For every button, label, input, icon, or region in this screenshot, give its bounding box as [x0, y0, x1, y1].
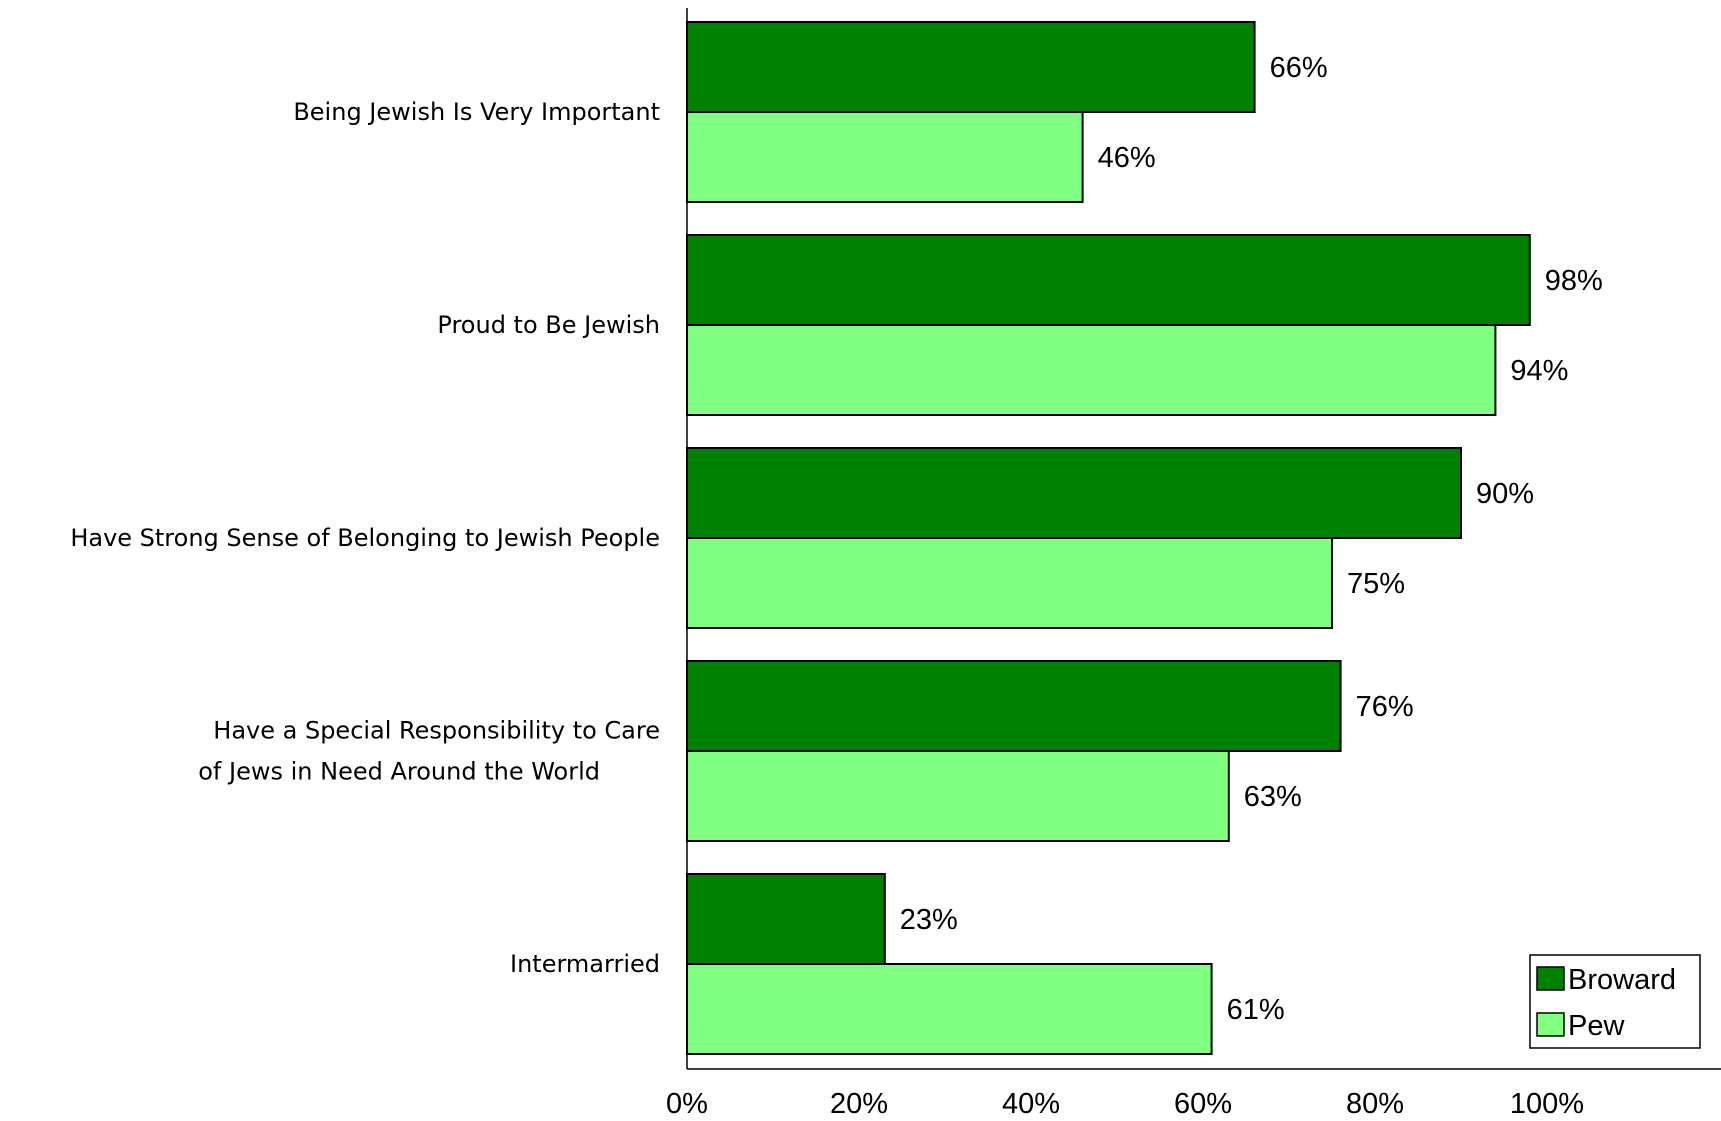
x-tick-label: 60%: [1174, 1088, 1232, 1120]
bar-broward: [686, 447, 1462, 539]
bar-broward: [686, 21, 1256, 113]
bar-pew: [686, 111, 1084, 203]
bar-broward: [686, 234, 1531, 326]
data-label: 94%: [1510, 355, 1568, 387]
data-label: 46%: [1098, 142, 1156, 174]
data-label: 63%: [1244, 781, 1302, 813]
legend-swatch-broward: [1536, 966, 1565, 991]
x-tick-label: 20%: [830, 1088, 888, 1120]
category-label: Intermarried: [510, 950, 660, 978]
bar-pew: [686, 324, 1497, 416]
data-label: 90%: [1476, 478, 1534, 510]
category-label: Being Jewish Is Very Important: [293, 98, 660, 126]
legend-label-pew: Pew: [1568, 1010, 1625, 1042]
bar-broward: [686, 873, 886, 965]
legend-label-broward: Broward: [1568, 964, 1676, 996]
bar-broward: [686, 660, 1342, 752]
legend: Broward Pew: [1529, 954, 1701, 1049]
x-axis-ticks: 0% 20% 40% 60% 80% 100%: [666, 1088, 1584, 1120]
data-label: 75%: [1347, 568, 1405, 600]
x-tick-label: 40%: [1002, 1088, 1060, 1120]
value-labels: 66% 46% 98% 94% 90% 75% 76% 63% 23% 61%: [900, 52, 1603, 1026]
data-label: 76%: [1356, 691, 1414, 723]
bars: [686, 21, 1531, 1055]
category-labels: Being Jewish Is Very Important Proud to B…: [70, 98, 660, 978]
category-label: of Jews in Need Around the World: [198, 758, 600, 786]
category-label: Proud to Be Jewish: [437, 311, 660, 339]
category-label: Have Strong Sense of Belonging to Jewish…: [70, 524, 660, 552]
bar-pew: [686, 963, 1213, 1055]
data-label: 23%: [900, 904, 958, 936]
bar-pew: [686, 750, 1230, 842]
data-label: 98%: [1545, 265, 1603, 297]
x-tick-label: 80%: [1346, 1088, 1404, 1120]
legend-swatch-pew: [1536, 1012, 1565, 1037]
category-label: Have a Special Responsibility to Care: [213, 717, 660, 745]
data-label: 66%: [1270, 52, 1328, 84]
x-tick-label: 100%: [1510, 1088, 1584, 1120]
bar-pew: [686, 537, 1333, 629]
data-label: 61%: [1227, 994, 1285, 1026]
x-tick-label: 0%: [666, 1088, 708, 1120]
